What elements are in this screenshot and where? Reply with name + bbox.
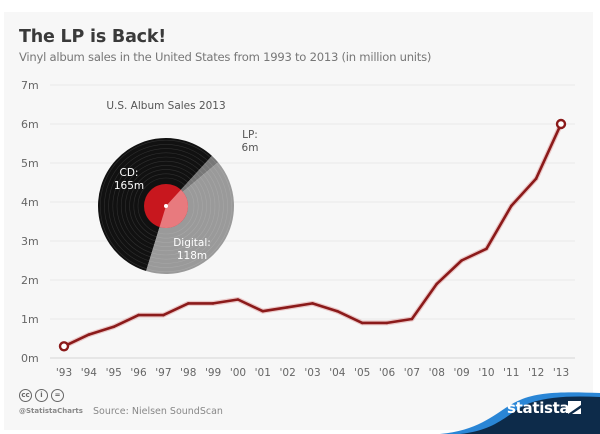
no-derivatives-icon[interactable]: = [51,389,64,402]
statista-logo-icon [568,401,581,414]
y-tick-label: 3m [21,235,39,248]
x-tick-label: '96 [130,367,147,379]
series-line [58,118,567,352]
record-groove [116,156,216,256]
creative-commons-icon[interactable]: cc [19,389,32,402]
data-point [460,259,463,262]
x-tick-label: '09 [453,367,469,379]
x-tick-label: '12 [528,367,544,379]
data-point [385,321,389,325]
gridlines [50,84,575,359]
twitter-handle[interactable]: @StatistaCharts [19,407,83,415]
x-tick-label: '98 [180,367,196,379]
inset-value-digital: 118m [177,250,207,262]
data-point [261,309,265,313]
data-point [555,118,567,130]
record-groove [133,173,199,239]
inset-label-digital: Digital: [173,237,211,249]
x-tick-label: '11 [503,367,519,379]
y-tick-label: 1m [21,313,39,326]
inset-value-cd: 165m [114,180,144,192]
x-tick-label: '03 [304,367,320,379]
y-tick-label: 7m [21,79,39,92]
banner-body [460,396,600,434]
x-tick-label: '05 [354,367,370,379]
x-tick-label: '07 [404,367,420,379]
data-point [186,302,190,305]
y-tick-label: 2m [21,274,39,287]
record-groove [112,152,220,260]
chart-subtitle: Vinyl album sales in the United States f… [19,50,432,64]
x-tick-label: '95 [106,367,122,379]
data-point [311,302,314,305]
y-tick-label: 4m [21,196,39,209]
data-point [137,313,140,317]
x-tick-label: '94 [81,367,98,379]
x-tick-label: '04 [329,367,346,379]
data-point [162,313,165,317]
data-point [87,333,91,336]
statista-brand[interactable]: statista [507,399,570,417]
x-tick-label: '01 [255,367,271,379]
data-point [534,177,538,180]
record-groove [108,148,224,264]
y-axis-ticks: 0m 1m 2m 3m 4m 5m 6m 7m [21,79,39,365]
album-sales-inset: U.S. Album Sales 2013 CD:165m LP:6m Digita… [97,100,259,274]
record-groove [125,165,207,247]
inset-labels: CD:165m LP:6m Digital:118m [114,129,259,262]
attribution-icon[interactable]: i [35,389,48,402]
record-label-highlight [159,189,189,229]
pie-slice-digital [146,162,234,274]
data-point [435,282,439,286]
x-tick-label: '06 [379,367,396,379]
statista-banner [440,392,600,434]
record-spindle-hole [164,204,168,208]
data-point [286,306,289,309]
record-groove [99,139,233,273]
data-point [360,321,364,325]
data-point [410,317,414,321]
x-tick-label: '99 [205,367,221,379]
record-groove [104,144,228,268]
x-tick-label: '10 [478,367,494,379]
x-tick-label: '97 [155,367,171,379]
y-tick-label: 6m [21,118,39,131]
inset-label-lp: LP: [242,129,258,141]
source-note: Source: Nielsen SoundScan [93,406,223,417]
data-point [336,309,339,313]
y-tick-label: 5m [21,157,39,170]
x-tick-label: '93 [56,367,72,379]
x-axis-ticks: '93 '94 '95 '96 '97 '98 '99 '00 '01 '02 '03 '04 '05 '… [56,367,569,379]
license-icons: cc i = [19,389,64,402]
inset-value-lp: 6m [242,142,259,154]
record-groove [137,177,195,235]
x-tick-label: '08 [429,367,445,379]
record-groove [129,169,203,243]
data-point [510,204,513,208]
data-point [211,302,215,305]
inset-title: U.S. Album Sales 2013 [106,100,225,112]
x-tick-label: '02 [280,367,296,379]
x-tick-label: '00 [230,367,246,379]
vinyl-record-pie [97,137,234,274]
data-point [485,247,488,251]
inset-label-cd: CD: [120,167,139,179]
x-tick-label: '13 [553,367,569,379]
y-tick-label: 0m [21,352,39,365]
record-groove [120,160,212,252]
data-point [58,341,70,352]
data-point [236,298,240,301]
data-point [112,325,115,329]
chart-title: The LP is Back! [19,27,167,47]
